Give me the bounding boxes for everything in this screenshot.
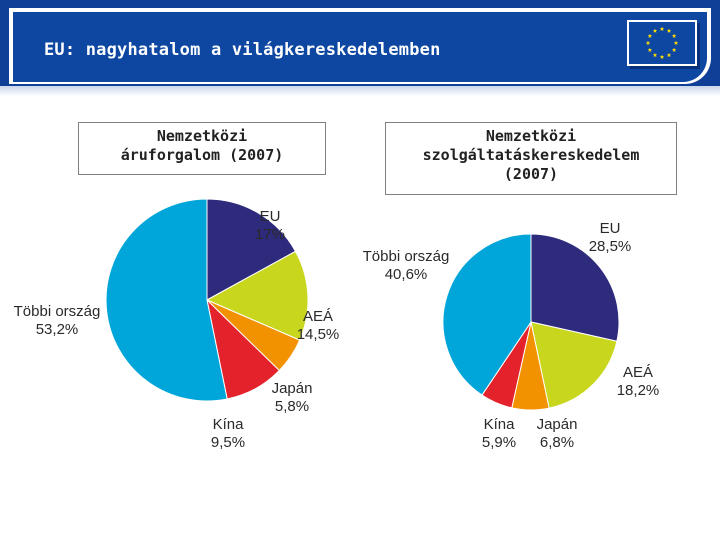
eu-stars-icon [645,26,679,59]
eu-flag-icon [627,20,697,66]
flag-star-icon [659,26,665,31]
services-label-japan: Japán 6,8% [536,416,578,451]
services-label-eu: EU 28,5% [588,220,632,255]
flag-star-icon [645,40,651,45]
flag-star-icon [652,28,658,33]
services-chart-title-line-3: (2007) [503,165,559,183]
flag-star-icon [673,40,679,45]
flag-star-icon [647,47,653,52]
services-chart-title-line-1: Nemzetközi [485,127,577,145]
flag-star-icon [647,33,653,38]
header-stripe [0,86,720,96]
flag-star-icon [666,28,672,33]
flag-star-icon [671,33,677,38]
slide-title: EU: nagyhatalom a világkereskedelemben [44,40,441,60]
header-bar [13,12,707,82]
services-label-other: Többi ország 40,6% [362,248,450,283]
services-chart-title-line-2: szolgáltatáskereskedelem [422,146,640,164]
flag-star-icon [652,52,658,58]
goods-label-china: Kína 9,5% [210,416,246,451]
goods-label-japan: Japán 5,8% [271,380,313,415]
goods-label-aea: AEÁ 14,5% [296,308,340,343]
flag-star-icon [666,52,672,58]
goods-slice-aea [205,250,309,341]
goods-label-other: Többi ország 53,2% [13,303,101,338]
flag-star-icon [659,54,665,59]
services-slice-aea [530,321,618,409]
flag-star-icon [671,47,677,52]
services-slice-eu [530,233,620,342]
services-label-aea: AEÁ 18,2% [616,364,660,399]
goods-chart-title-box: Nemzetközi áruforgalom (2007) [78,122,326,175]
goods-pie [105,198,309,402]
goods-label-eu: EU 17% [254,208,286,243]
goods-chart-title-line-2: áruforgalom (2007) [120,146,284,164]
services-pie [442,233,620,411]
services-label-china: Kína 5,9% [481,416,517,451]
goods-slice-other [105,198,228,402]
header: EU: nagyhatalom a világkereskedelemben [0,0,720,86]
goods-chart-title-line-1: Nemzetközi [156,127,248,145]
services-chart-title-box: Nemzetközi szolgáltatáskereskedelem (200… [385,122,677,195]
services-slice-other [442,233,532,396]
goods-slice-eu [206,198,297,301]
